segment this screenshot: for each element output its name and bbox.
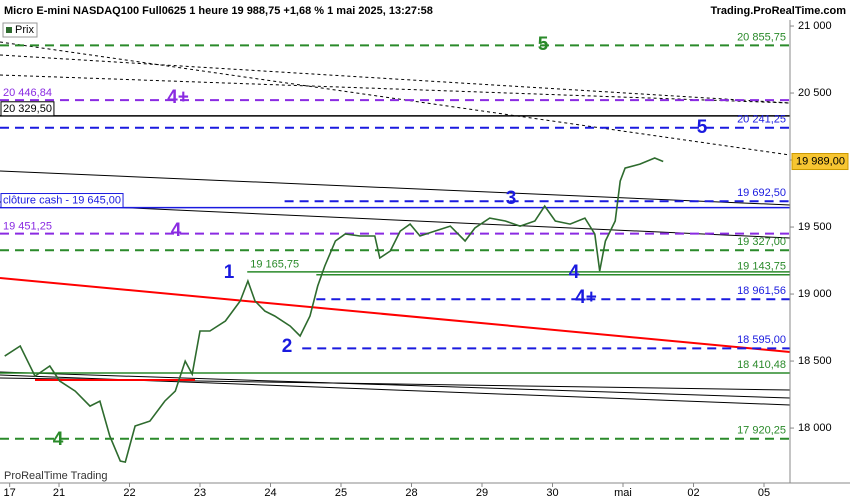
wave-annotation: 4	[171, 220, 182, 241]
level-label: 19 165,75	[250, 259, 299, 271]
wave-annotation: 5	[538, 34, 549, 55]
wave-annotation: 4+	[575, 287, 597, 308]
wave-annotation: 2	[282, 336, 293, 357]
x-tick-label: 05	[758, 487, 770, 499]
level-label: 20 446,84	[3, 87, 52, 99]
x-tick-label: 25	[335, 487, 347, 499]
last-price-label: 19 989,00	[796, 155, 845, 167]
x-tick-label: 02	[687, 487, 699, 499]
x-tick-label: 29	[476, 487, 488, 499]
x-tick-label: 23	[194, 487, 206, 499]
wave-annotation: 1	[224, 262, 235, 283]
trendlines	[0, 41, 791, 406]
wave-annotation: 4+	[167, 87, 189, 108]
level-label: 20 329,50	[3, 103, 52, 115]
level-label-box	[0, 193, 124, 209]
level-label-box	[0, 101, 55, 117]
wave-annotation: 4	[53, 429, 64, 450]
wave-annotation: 4	[569, 262, 580, 283]
trendline	[0, 41, 791, 156]
level-label: clôture cash - 19 645,00	[3, 195, 121, 207]
level-label: 18 961,56	[737, 285, 786, 297]
source: Trading.ProRealTime.com	[710, 5, 846, 17]
x-tick-label: 17	[4, 487, 16, 499]
level-label: 18 595,00	[737, 334, 786, 346]
legend[interactable]	[2, 22, 38, 38]
y-tick-label: 19 500	[798, 221, 832, 233]
x-tick-label: 21	[53, 487, 65, 499]
y-tick-label: 20 500	[798, 87, 832, 99]
level-label: 20 241,25	[737, 114, 786, 126]
level-label: 20 855,75	[737, 31, 786, 43]
footer: ProRealTime Trading	[4, 470, 108, 482]
trendline	[0, 371, 791, 399]
x-tick-label: 30	[546, 487, 558, 499]
price-line	[4, 157, 664, 464]
level-label: 19 451,25	[3, 220, 52, 232]
chart-title: Micro E-mini NASDAQ100 Full0625 1 heure …	[4, 5, 433, 17]
x-tick-label: mai	[614, 487, 632, 499]
x-tick-label: 24	[264, 487, 276, 499]
legend-label: Prix	[15, 24, 34, 36]
x-tick-label: 22	[123, 487, 135, 499]
wave-annotation: 5	[697, 117, 708, 138]
legend-swatch	[6, 27, 12, 33]
trendline	[0, 170, 791, 206]
y-tick-label: 18 500	[798, 355, 832, 367]
y-tick-label: 18 000	[798, 422, 832, 434]
x-tick-label: 28	[405, 487, 417, 499]
levels: 20 855,75 20 446,84 20 329,50 20 241,25 19 6…	[0, 31, 790, 440]
y-tick-label: 19 000	[798, 288, 832, 300]
level-label: 19 327,00	[737, 236, 786, 248]
last-price-box	[791, 153, 849, 171]
wave-annotation: 3	[506, 188, 517, 209]
trendline	[0, 277, 791, 353]
level-label: 19 692,50	[737, 187, 786, 199]
level-label: 17 920,25	[737, 425, 786, 437]
plot	[4, 157, 664, 464]
level-label: 19 143,75	[737, 261, 786, 273]
y-tick-label: 21 000	[798, 20, 832, 32]
header-bar	[0, 0, 850, 20]
level-label: 18 410,48	[737, 359, 786, 371]
